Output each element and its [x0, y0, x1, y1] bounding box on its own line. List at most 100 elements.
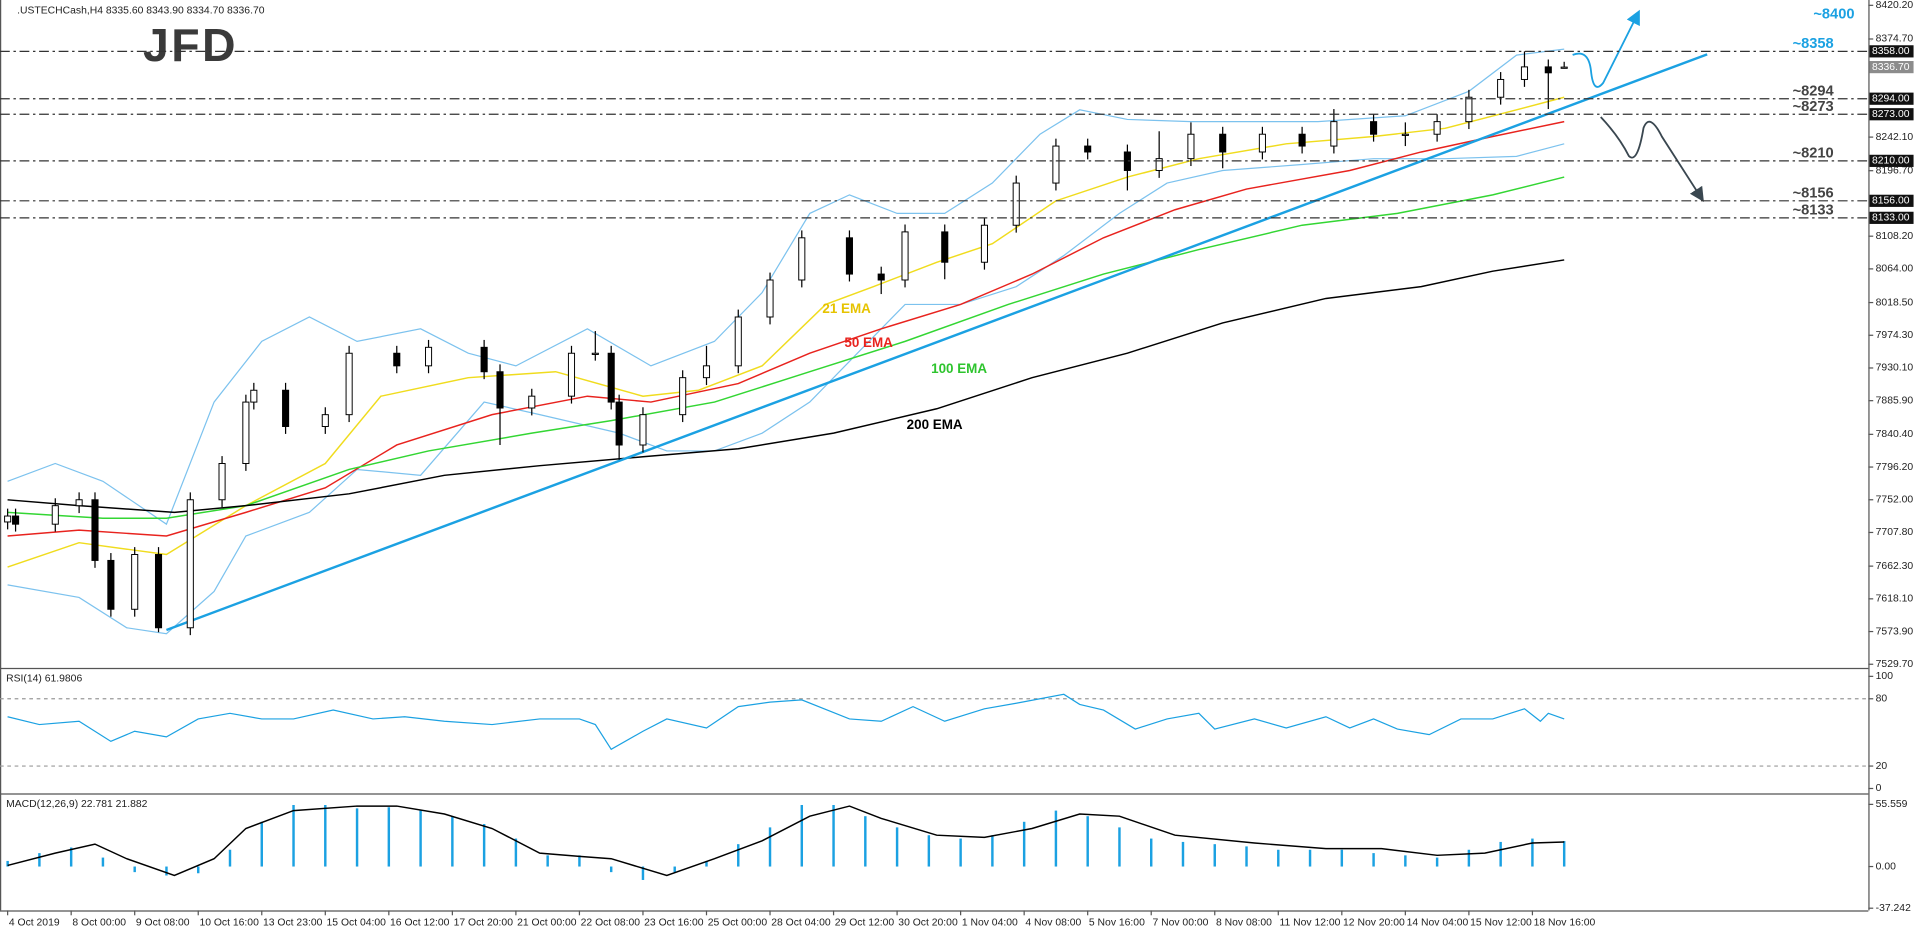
candle-body — [496, 371, 504, 409]
macd-bar — [1340, 849, 1344, 867]
candle-body — [1123, 151, 1131, 171]
candle-body — [107, 559, 115, 610]
y-tick-label: 8018.50 — [1876, 297, 1914, 308]
y-tick-label: 7662.30 — [1876, 561, 1914, 572]
x-tick-label: 4 Oct 2019 — [9, 917, 60, 928]
x-tick-label: 9 Oct 08:00 — [136, 917, 190, 928]
y-tick-label: 7840.40 — [1876, 429, 1914, 440]
candle-body — [591, 352, 599, 355]
candle-body — [845, 237, 853, 275]
candle-body — [51, 505, 59, 525]
x-tick-label: 28 Oct 04:00 — [771, 917, 831, 928]
level-annotation: ~8358 — [1793, 36, 1834, 52]
x-tick-label: 15 Nov 12:00 — [1470, 917, 1532, 928]
macd-bar — [832, 805, 835, 867]
macd-bar — [1467, 849, 1471, 867]
macd-bar — [133, 866, 136, 873]
candle-body — [186, 499, 194, 629]
candle-body — [75, 499, 83, 507]
level-label: 8210.00 — [1872, 156, 1910, 167]
macd-bar — [1531, 838, 1534, 867]
candle-body — [1465, 96, 1473, 123]
level-label: 8156.00 — [1872, 196, 1910, 207]
macd-bar — [1022, 821, 1026, 867]
x-tick-label: 16 Oct 12:00 — [390, 917, 450, 928]
y-tick-label: 0.00 — [1876, 861, 1896, 872]
candle-body — [567, 352, 576, 397]
candle-body — [1258, 133, 1266, 153]
candle-body — [607, 352, 615, 403]
candle-body — [424, 346, 433, 367]
candle-body — [528, 395, 536, 409]
x-tick-label: 1 Nov 04:00 — [962, 917, 1018, 928]
level-box — [1869, 194, 1914, 207]
x-tick-label: 25 Oct 00:00 — [708, 917, 768, 928]
y-tick-label: 8374.70 — [1876, 34, 1914, 45]
candle-body — [1497, 78, 1505, 98]
level-label: 8133.00 — [1872, 213, 1910, 224]
ema-label: 100 EMA — [931, 361, 987, 376]
x-tick-label: 8 Nov 08:00 — [1216, 917, 1272, 928]
ema-label: 50 EMA — [844, 335, 893, 350]
candle-body — [345, 352, 353, 416]
macd-bar — [895, 827, 899, 867]
macd-bar — [1372, 853, 1375, 867]
y-tick-label: 7930.10 — [1876, 363, 1914, 374]
y-tick-label: 55.559 — [1876, 799, 1908, 810]
bearish-scenario-arrow — [1600, 116, 1704, 203]
x-tick-label: 23 Oct 16:00 — [644, 917, 704, 928]
bullish-scenario-arrow — [1572, 9, 1640, 88]
x-tick-label: 10 Oct 16:00 — [199, 917, 259, 928]
candle-body — [91, 499, 99, 561]
ema-line — [7, 176, 1565, 519]
macd-bar — [1562, 841, 1566, 867]
macd-bar — [1277, 849, 1280, 867]
x-tick-label: 15 Oct 04:00 — [327, 917, 387, 928]
y-tick-label: 7529.70 — [1876, 659, 1914, 670]
candle-body — [12, 515, 20, 525]
y-tick-label: 8108.20 — [1876, 231, 1914, 242]
candle-body — [1401, 133, 1409, 136]
level-annotation: ~8210 — [1793, 145, 1834, 161]
frame — [0, 0, 1870, 912]
macd-bar — [959, 838, 962, 867]
ema-line — [7, 259, 1565, 514]
x-tick-label: 22 Oct 08:00 — [581, 917, 641, 928]
current-price-box — [1869, 61, 1914, 74]
y-tick-label: 7707.80 — [1876, 527, 1914, 538]
ema-line — [7, 96, 1565, 568]
macd-bar — [101, 857, 105, 867]
level-box — [1869, 154, 1914, 167]
level-label: 8294.00 — [1872, 93, 1910, 104]
x-tick-label: 17 Oct 20:00 — [454, 917, 514, 928]
level-annotation: ~8294 — [1793, 83, 1835, 99]
y-tick-label: -37.242 — [1876, 903, 1911, 914]
symbol-header: .USTECHCash,H4 8335.60 8343.90 8334.70 8… — [17, 6, 265, 17]
candle-body — [1155, 158, 1163, 171]
rsi-header: RSI(14) 61.9806 — [6, 674, 82, 685]
y-tick-label: 7885.90 — [1876, 395, 1914, 406]
candle-body — [901, 231, 909, 281]
ema-label: 21 EMA — [822, 301, 871, 316]
candle-body — [615, 401, 623, 446]
macd-bar — [1086, 816, 1089, 867]
macd-bar — [991, 835, 994, 867]
ema-label: 200 EMA — [907, 417, 963, 432]
x-tick-label: 14 Nov 04:00 — [1407, 917, 1469, 928]
candle-body — [1084, 145, 1092, 153]
candle-body — [242, 401, 250, 464]
y-tick-label: 20 — [1876, 761, 1888, 772]
level-box — [1869, 92, 1914, 105]
logo: JFD — [143, 19, 238, 71]
candle-body — [218, 463, 226, 501]
candle-body — [734, 316, 742, 367]
macd-bar — [1404, 855, 1407, 867]
candle-body — [941, 231, 949, 263]
x-tick-label: 8 Oct 00:00 — [72, 917, 126, 928]
macd-bar — [673, 866, 676, 873]
y-tick-label: 7752.00 — [1876, 494, 1914, 505]
macd-bar — [69, 847, 73, 867]
macd-bar — [864, 816, 867, 867]
